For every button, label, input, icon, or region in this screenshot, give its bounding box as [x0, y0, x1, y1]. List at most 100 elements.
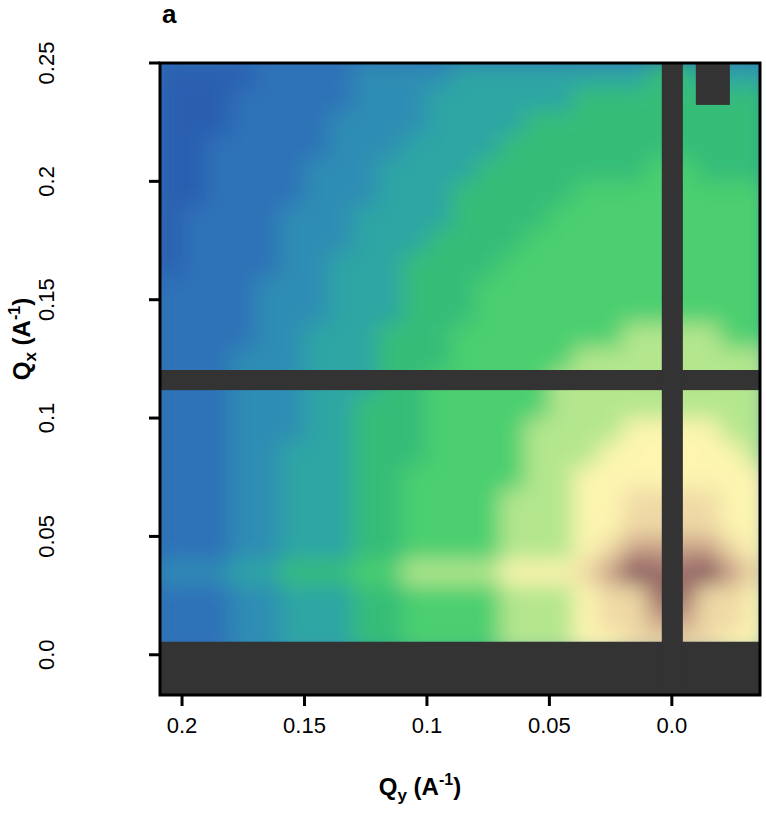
- heatmap-cell: [696, 323, 721, 348]
- heatmap-cell: [451, 228, 476, 253]
- heatmap-cell: [377, 394, 402, 419]
- heatmap-cell: [451, 86, 476, 111]
- heatmap-cell: [500, 512, 525, 537]
- heatmap-cell: [451, 441, 476, 466]
- heatmap-cell: [622, 276, 647, 301]
- heatmap-cell: [206, 134, 231, 159]
- heatmap-cell: [426, 607, 451, 632]
- heatmap-cell: [206, 63, 231, 87]
- heatmap-cell: [451, 110, 476, 135]
- heatmap-cell: [451, 157, 476, 182]
- heatmap-cell: [182, 512, 207, 537]
- heatmap-cell: [255, 86, 280, 111]
- label-part: (A: [8, 320, 35, 352]
- heatmap-cell: [426, 110, 451, 135]
- heatmap-cell: [500, 441, 525, 466]
- heatmap-cell: [304, 394, 329, 419]
- heatmap-cell: [353, 560, 378, 585]
- heatmap-cell: [231, 276, 256, 301]
- heatmap-cell: [720, 347, 745, 372]
- heatmap-cell: [402, 560, 427, 585]
- heatmap-cell: [255, 252, 280, 277]
- heatmap-cell: [549, 560, 574, 585]
- heatmap-cell: [182, 134, 207, 159]
- heatmap-cell: [745, 299, 760, 324]
- heatmap-cell: [280, 489, 305, 514]
- heatmap-cell: [573, 157, 598, 182]
- heatmap-cell: [280, 607, 305, 632]
- heatmap-cell: [206, 512, 231, 537]
- heatmap-cell: [549, 63, 574, 87]
- heatmap-cell: [720, 536, 745, 561]
- heatmap-cell: [500, 205, 525, 230]
- heatmap-cell: [304, 347, 329, 372]
- heatmap-cell: [549, 394, 574, 419]
- heatmap-cell: [622, 157, 647, 182]
- heatmap-cell: [160, 512, 183, 537]
- heatmap-cell: [720, 252, 745, 277]
- heatmap-cell: [549, 205, 574, 230]
- heatmap-cell: [402, 276, 427, 301]
- heatmap-cell: [549, 465, 574, 490]
- heatmap-cell: [720, 465, 745, 490]
- heatmap-cell: [622, 110, 647, 135]
- heatmap-cell: [622, 418, 647, 443]
- heatmap-cell: [402, 489, 427, 514]
- heatmap-cell: [328, 276, 353, 301]
- heatmap-cell: [255, 512, 280, 537]
- heatmap-cell: [304, 560, 329, 585]
- heatmap-cell: [231, 560, 256, 585]
- y-tick: [149, 417, 160, 420]
- heatmap-cell: [524, 299, 549, 324]
- heatmap-cell: [182, 465, 207, 490]
- heatmap-cell: [524, 110, 549, 135]
- heatmap-cell: [231, 536, 256, 561]
- heatmap-cell: [231, 583, 256, 608]
- heatmap-cell: [500, 536, 525, 561]
- heatmap-cell: [377, 512, 402, 537]
- heatmap-cell: [598, 63, 623, 87]
- heatmap-cell: [500, 347, 525, 372]
- plot-frame: [160, 63, 760, 695]
- y-tick-label: 0.2: [34, 166, 59, 197]
- heatmap-cell: [328, 134, 353, 159]
- heatmap-cell: [206, 181, 231, 206]
- heatmap-cell: [160, 347, 183, 372]
- heatmap-cell: [745, 323, 760, 348]
- heatmap-cell: [182, 157, 207, 182]
- heatmap-cell: [304, 205, 329, 230]
- heatmap-cell: [160, 583, 183, 608]
- x-tick-label: 0.2: [167, 713, 198, 738]
- heatmap-cell: [160, 323, 183, 348]
- heatmap-cell: [182, 394, 207, 419]
- y-tick: [149, 653, 160, 656]
- heatmap-cell: [573, 205, 598, 230]
- heatmap-cell: [696, 228, 721, 253]
- heatmap-cell: [475, 441, 500, 466]
- x-tick-label: 0.05: [528, 713, 571, 738]
- heatmap-cell: [696, 465, 721, 490]
- heatmap-cell: [549, 536, 574, 561]
- heatmap-cell: [206, 323, 231, 348]
- heatmap-cell: [353, 512, 378, 537]
- heatmap-cell: [598, 512, 623, 537]
- heatmap-cell: [206, 299, 231, 324]
- heatmap-cell: [573, 465, 598, 490]
- heatmap-cell: [598, 441, 623, 466]
- heatmap-cell: [549, 134, 574, 159]
- heatmap-cell: [206, 228, 231, 253]
- heatmap-cell: [720, 181, 745, 206]
- heatmap-cell: [353, 465, 378, 490]
- heatmap-cell: [500, 465, 525, 490]
- heatmap-cell: [255, 157, 280, 182]
- heatmap-cell: [231, 441, 256, 466]
- heatmap-cell: [402, 86, 427, 111]
- heatmap-cell: [451, 583, 476, 608]
- heatmap-cell: [304, 465, 329, 490]
- heatmap-cell: [426, 583, 451, 608]
- x-tick: [670, 695, 673, 706]
- heatmap-cell: [402, 347, 427, 372]
- heatmap-cell: [377, 465, 402, 490]
- heatmap-cell: [745, 512, 760, 537]
- heatmap-cell: [182, 63, 207, 87]
